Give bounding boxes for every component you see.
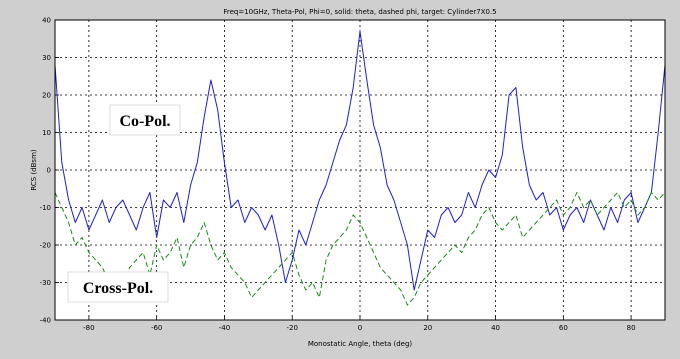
co-pol-box — [109, 104, 181, 136]
y-tick-label: -20 — [40, 242, 51, 250]
x-tick-label: 20 — [423, 324, 432, 332]
tick-labels: -80 -60 -40 -20 0 20 40 60 80 -40 -30 -20 -10 0 10 20 30… — [40, 17, 666, 332]
y-tick-label: -10 — [40, 204, 51, 212]
y-tick-label: 10 — [42, 129, 51, 137]
co-pol-label: Co-Pol. — [119, 113, 170, 130]
y-tick-label: -30 — [40, 279, 51, 287]
chart-title: Freq=10GHz, Theta-Pol, Phi=0, solid: the… — [223, 8, 496, 16]
y-tick-label: 40 — [42, 17, 51, 25]
x-tick-label: -80 — [83, 324, 94, 332]
plot-frame — [54, 19, 666, 321]
cross-pol-label: Cross-Pol. — [83, 280, 153, 297]
x-tick-label: -60 — [151, 324, 162, 332]
series-group — [54, 30, 666, 306]
y-tick-label: 0 — [47, 167, 51, 175]
y-tick-label: 30 — [42, 54, 51, 62]
x-tick-label: 60 — [559, 324, 568, 332]
y-axis-label: RCS (dBsm) — [30, 149, 38, 191]
cross-pol-annotation: Cross-Pol. — [67, 271, 169, 303]
cross-pol-series-line — [54, 192, 666, 306]
cross-pol-box — [67, 271, 169, 303]
x-tick-label: 80 — [627, 324, 636, 332]
x-tick-label: -20 — [287, 324, 298, 332]
y-tick-label: -40 — [40, 317, 51, 325]
x-tick-label: 0 — [358, 324, 362, 332]
co-pol-annotation: Co-Pol. — [109, 104, 181, 136]
x-tick-label: 40 — [491, 324, 500, 332]
x-tick-label: -40 — [219, 324, 230, 332]
x-axis-label: Monostatic Angle, theta (deg) — [308, 340, 413, 348]
y-tick-label: 20 — [42, 92, 51, 100]
co-pol-series-line — [54, 30, 666, 291]
